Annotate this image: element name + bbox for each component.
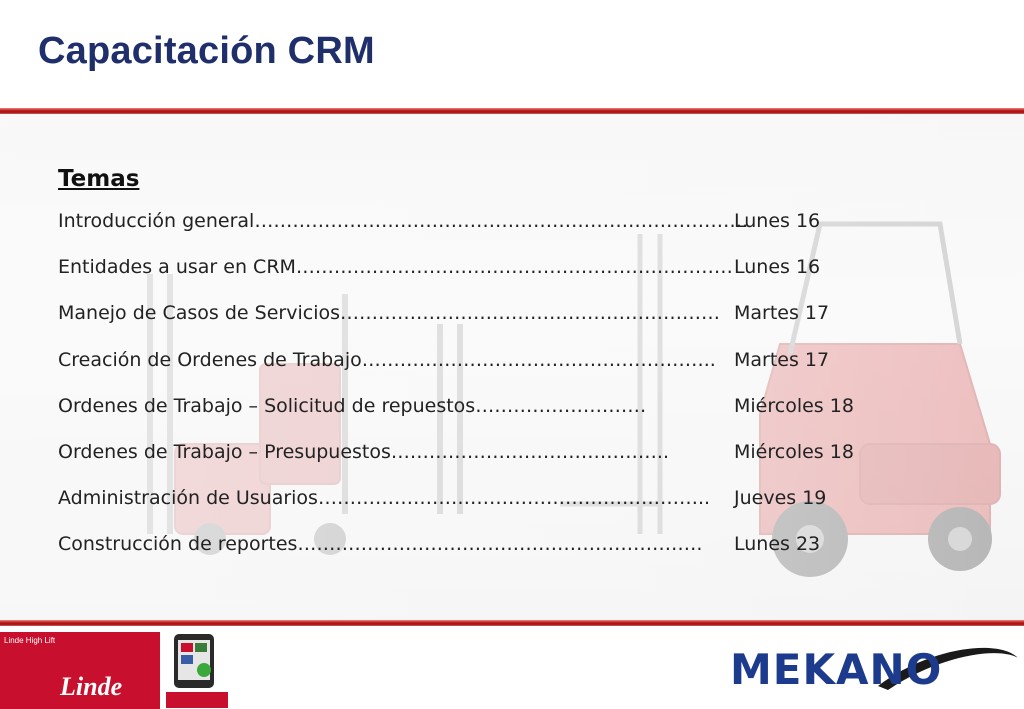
slide-title: Capacitación CRM bbox=[38, 30, 375, 72]
topic-leader-dots: …………………………………………………………………… bbox=[254, 210, 749, 232]
linde-brand: Linde bbox=[60, 672, 123, 701]
topic-day: Martes 17 bbox=[734, 302, 830, 325]
panel-fade-overlay bbox=[0, 114, 1024, 620]
mekano-swoosh bbox=[878, 647, 1018, 690]
topic-day: Miércoles 18 bbox=[734, 394, 854, 417]
topic-title: Creación de Ordenes de Trabajo bbox=[58, 348, 362, 371]
topic-row: Manejo de Casos de Servicios………………………………… bbox=[58, 302, 898, 348]
topic-title: Administración de Usuarios bbox=[58, 487, 318, 510]
topic-day: Lunes 16 bbox=[734, 256, 821, 279]
topic-title: Ordenes de Trabajo – Solicitud de repues… bbox=[58, 394, 476, 417]
footer-rule bbox=[0, 620, 1024, 626]
topic-row: Administración de Usuarios……………………………………… bbox=[58, 487, 898, 533]
topic-leader-dots: …………………………………………………… bbox=[340, 302, 720, 325]
topic-leader-dots: …………………………………….. bbox=[390, 440, 670, 463]
topic-title: Introducción general bbox=[58, 210, 255, 232]
topic-leader-dots: ……………………………………………….. bbox=[361, 348, 716, 371]
linde-tagline: Linde High Lift bbox=[4, 636, 56, 645]
topic-title: Ordenes de Trabajo – Presupuestos bbox=[58, 440, 391, 463]
content-panel bbox=[0, 114, 1024, 620]
topic-leader-dots: …………………………………………………….. bbox=[317, 487, 711, 510]
topic-day: Lunes 23 bbox=[734, 533, 821, 556]
topics-list: Temas Introducción general …………………………………… bbox=[58, 166, 898, 580]
topic-day: Lunes 16 bbox=[734, 210, 821, 232]
topic-day: Martes 17 bbox=[734, 348, 830, 371]
topic-title: Entidades a usar en CRM bbox=[58, 256, 296, 279]
topic-leader-dots: …………………………………………………………… bbox=[295, 256, 733, 279]
topic-row: Ordenes de Trabajo – Presupuestos…………………… bbox=[58, 441, 898, 487]
mekano-brand: MEKANO bbox=[730, 645, 943, 694]
topic-title: Manejo de Casos de Servicios bbox=[58, 302, 340, 325]
topic-row: Construcción de reportes ………………………………………… bbox=[58, 533, 898, 579]
topic-day: Jueves 19 bbox=[734, 487, 827, 510]
header-rule bbox=[0, 108, 1024, 114]
topics-heading: Temas bbox=[58, 166, 140, 192]
topic-day: Miércoles 18 bbox=[734, 440, 854, 463]
topic-row: Creación de Ordenes de Trabajo ………………………… bbox=[58, 349, 898, 395]
topic-row: Introducción general …………………………………………………… bbox=[58, 210, 898, 256]
topic-leader-dots: ……………………… bbox=[475, 394, 647, 417]
topic-leader-dots: ………………………………………………………. bbox=[297, 533, 703, 556]
linde-logo: Linde High Lift Linde bbox=[0, 632, 160, 709]
topic-title: Construcción de reportes bbox=[58, 533, 298, 556]
topic-row: Entidades a usar en CRM……………………………………………… bbox=[58, 256, 898, 302]
topic-row: Ordenes de Trabajo – Solicitud de repues… bbox=[58, 395, 898, 441]
tablet-icon bbox=[166, 634, 228, 708]
